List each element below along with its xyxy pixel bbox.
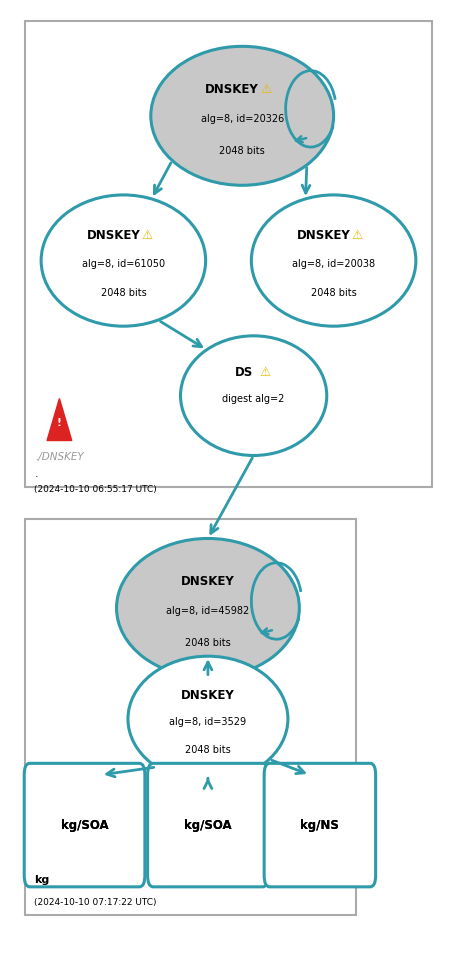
Ellipse shape bbox=[181, 336, 327, 455]
Text: (2024-10-10 06:55:17 UTC): (2024-10-10 06:55:17 UTC) bbox=[34, 485, 157, 494]
Text: ./DNSKEY: ./DNSKEY bbox=[35, 452, 84, 462]
Text: 2048 bits: 2048 bits bbox=[185, 745, 231, 756]
Text: 2048 bits: 2048 bits bbox=[219, 146, 265, 155]
Text: alg=8, id=20038: alg=8, id=20038 bbox=[292, 259, 375, 269]
Text: DNSKEY: DNSKEY bbox=[86, 229, 140, 242]
FancyBboxPatch shape bbox=[148, 763, 268, 887]
Text: DNSKEY: DNSKEY bbox=[297, 229, 351, 242]
Text: DS: DS bbox=[234, 367, 253, 379]
Text: ⚠: ⚠ bbox=[141, 229, 152, 242]
Text: kg/SOA: kg/SOA bbox=[184, 818, 232, 832]
FancyBboxPatch shape bbox=[25, 519, 356, 915]
Ellipse shape bbox=[117, 538, 299, 677]
Text: digest alg=2: digest alg=2 bbox=[223, 394, 285, 403]
Text: kg/SOA: kg/SOA bbox=[61, 818, 108, 832]
Ellipse shape bbox=[151, 46, 334, 185]
FancyBboxPatch shape bbox=[25, 21, 432, 487]
Ellipse shape bbox=[128, 656, 288, 782]
Ellipse shape bbox=[30, 775, 139, 875]
Text: alg=8, id=3529: alg=8, id=3529 bbox=[170, 717, 246, 727]
Text: alg=8, id=45982: alg=8, id=45982 bbox=[166, 606, 250, 617]
Ellipse shape bbox=[153, 775, 263, 875]
Text: ⚠: ⚠ bbox=[260, 367, 271, 379]
Text: 2048 bits: 2048 bits bbox=[311, 289, 356, 298]
Polygon shape bbox=[47, 399, 72, 440]
Ellipse shape bbox=[41, 195, 206, 326]
FancyBboxPatch shape bbox=[264, 763, 376, 887]
Text: .: . bbox=[34, 469, 38, 479]
Text: (2024-10-10 07:17:22 UTC): (2024-10-10 07:17:22 UTC) bbox=[34, 898, 157, 907]
FancyBboxPatch shape bbox=[24, 763, 145, 887]
Ellipse shape bbox=[251, 195, 416, 326]
Text: DNSKEY: DNSKEY bbox=[181, 575, 235, 588]
Text: kg/NS: kg/NS bbox=[300, 818, 340, 832]
Text: alg=8, id=20326: alg=8, id=20326 bbox=[201, 114, 284, 124]
Text: ⚠: ⚠ bbox=[260, 83, 271, 96]
Text: 2048 bits: 2048 bits bbox=[101, 289, 146, 298]
Text: DNSKEY: DNSKEY bbox=[205, 83, 259, 96]
Text: alg=8, id=61050: alg=8, id=61050 bbox=[82, 259, 165, 269]
Text: kg: kg bbox=[34, 875, 49, 885]
Text: 2048 bits: 2048 bits bbox=[185, 638, 231, 648]
Text: DNSKEY: DNSKEY bbox=[181, 689, 235, 702]
Text: ⚠: ⚠ bbox=[351, 229, 362, 242]
Text: kg/SOA: kg/SOA bbox=[61, 818, 108, 832]
Text: kg/SOA: kg/SOA bbox=[184, 818, 232, 832]
Ellipse shape bbox=[270, 775, 370, 875]
Text: !: ! bbox=[57, 418, 62, 428]
Text: kg/NS: kg/NS bbox=[300, 818, 340, 832]
